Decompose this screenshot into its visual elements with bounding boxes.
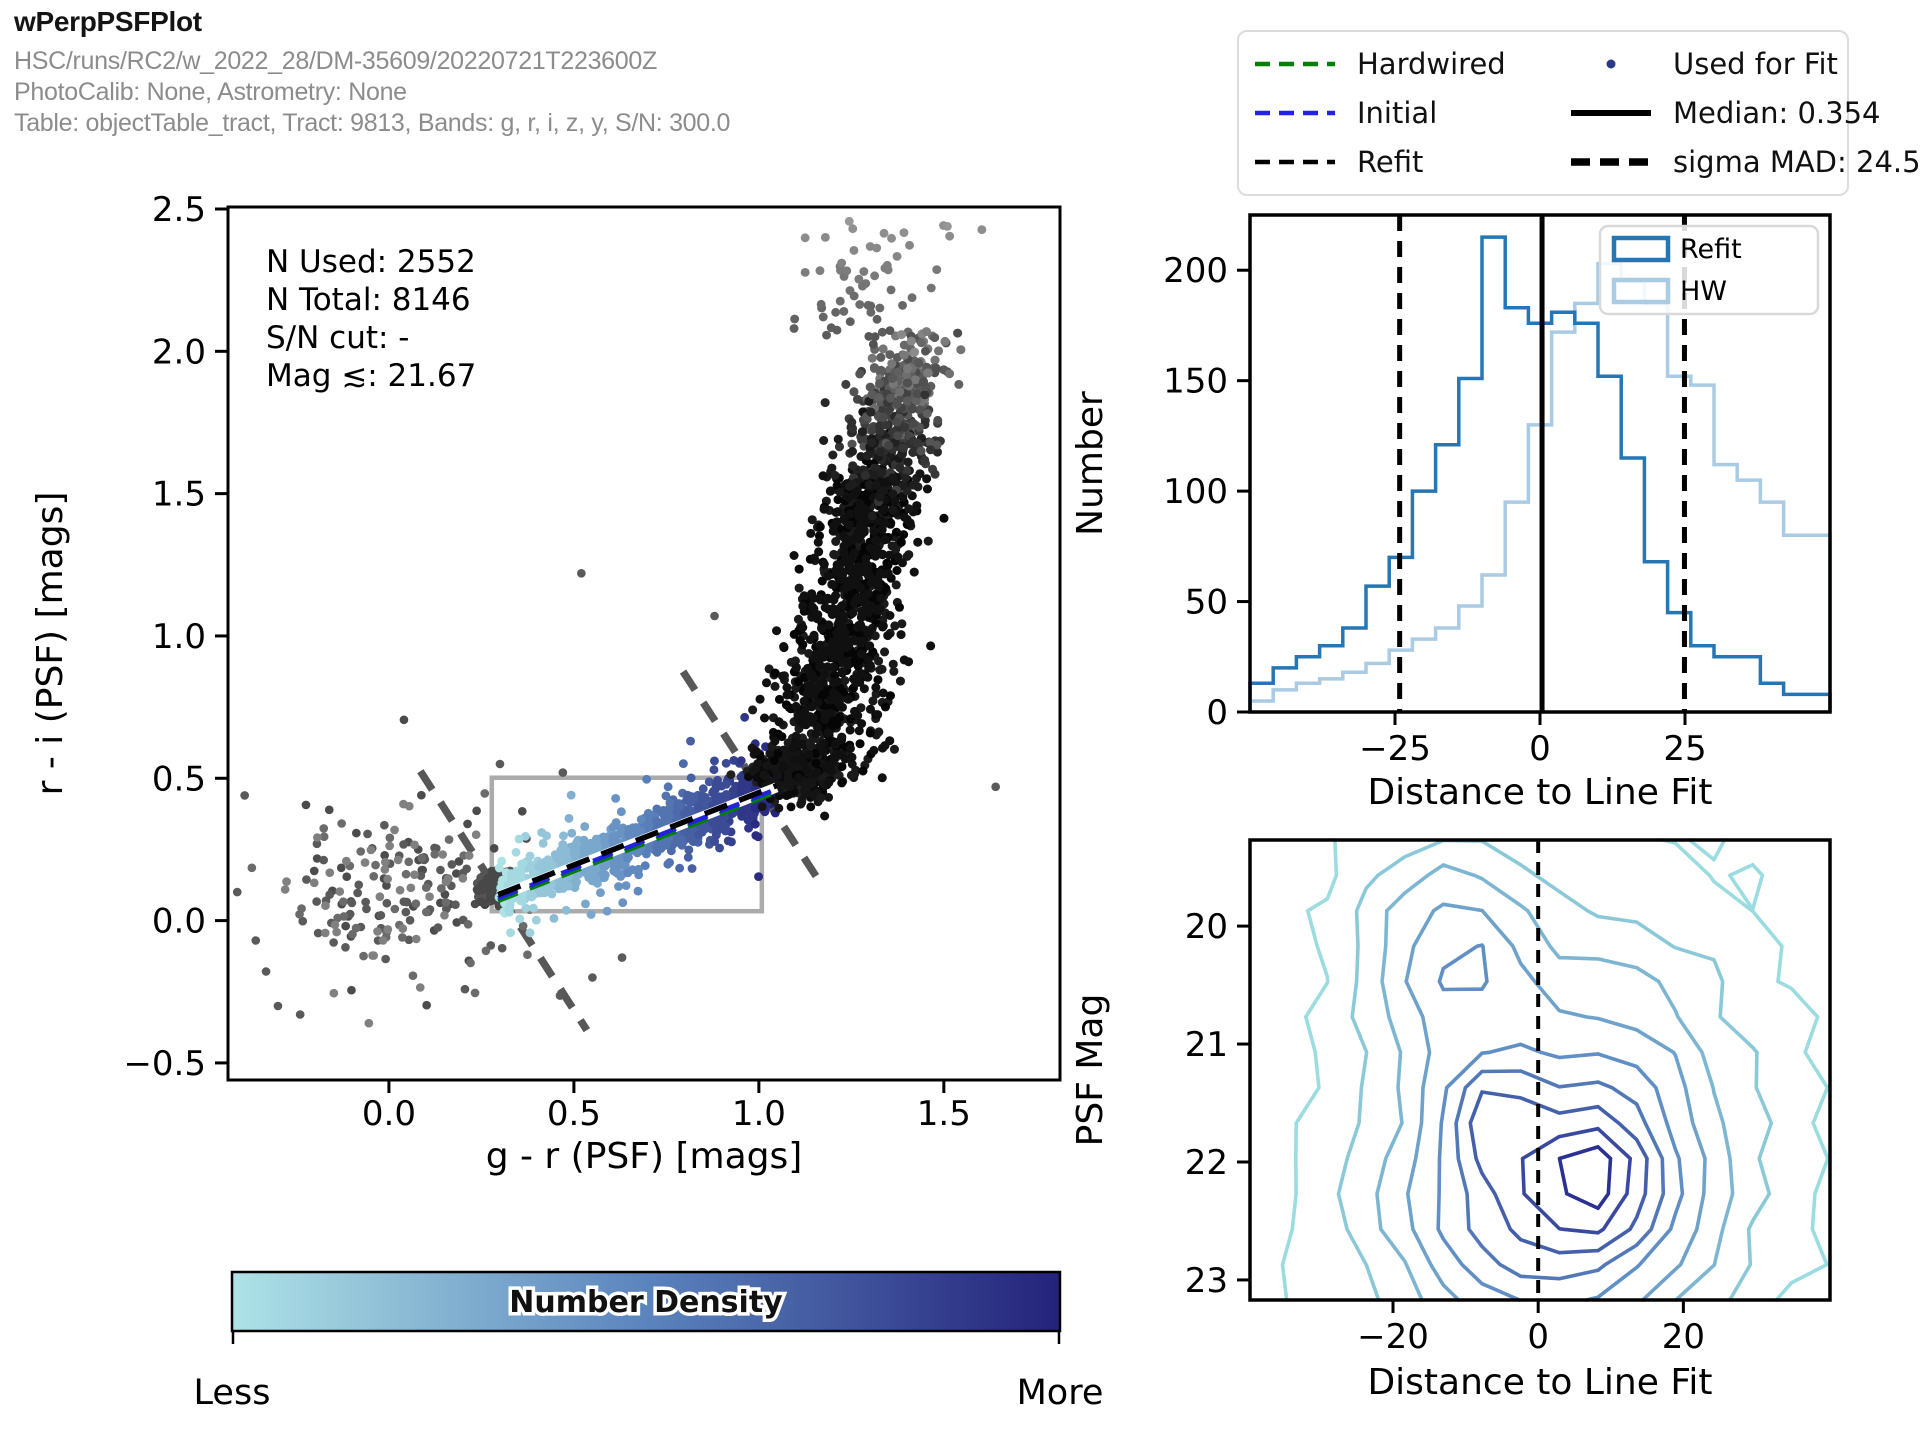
svg-text:−0.5: −0.5 bbox=[123, 1044, 206, 1084]
svg-text:1.0: 1.0 bbox=[732, 1094, 786, 1134]
svg-text:−20: −20 bbox=[1357, 1317, 1429, 1357]
hardwired-line-icon bbox=[1255, 62, 1335, 67]
svg-text:N Total: 8146: N Total: 8146 bbox=[266, 282, 471, 318]
legend-label-sigma-mad: sigma MAD: 24.551 bbox=[1673, 144, 1920, 179]
psfmag-contour-plot bbox=[1280, 838, 1830, 1302]
svg-text:More: More bbox=[1017, 1373, 1104, 1413]
svg-text:0.5: 0.5 bbox=[547, 1094, 601, 1134]
svg-text:0: 0 bbox=[1527, 1317, 1549, 1357]
svg-text:g - r (PSF) [mags]: g - r (PSF) [mags] bbox=[486, 1136, 803, 1177]
plot-subtitle-calib: PhotoCalib: None, Astrometry: None bbox=[14, 78, 407, 106]
initial-line-icon bbox=[1255, 110, 1335, 116]
svg-text:−25: −25 bbox=[1359, 729, 1431, 769]
legend-label-initial: Initial bbox=[1357, 95, 1438, 130]
svg-text:22: 22 bbox=[1185, 1143, 1228, 1183]
refit-line-icon bbox=[1255, 159, 1335, 164]
svg-text:Distance to Line Fit: Distance to Line Fit bbox=[1367, 1362, 1712, 1403]
svg-text:100: 100 bbox=[1163, 472, 1228, 512]
legend-label-used-for-fit: Used for Fit bbox=[1673, 47, 1838, 82]
legend-label-hardwired: Hardwired bbox=[1357, 47, 1506, 82]
svg-text:0: 0 bbox=[1529, 729, 1551, 769]
svg-text:25: 25 bbox=[1663, 729, 1706, 769]
svg-text:20: 20 bbox=[1185, 907, 1228, 947]
svg-text:1.5: 1.5 bbox=[152, 475, 206, 515]
svg-text:2.5: 2.5 bbox=[152, 190, 206, 230]
svg-text:Mag ≲: 21.67: Mag ≲: 21.67 bbox=[266, 358, 476, 394]
svg-text:21: 21 bbox=[1185, 1025, 1228, 1065]
svg-text:PSF Mag: PSF Mag bbox=[1070, 994, 1111, 1147]
svg-text:Distance to Line Fit: Distance to Line Fit bbox=[1367, 772, 1712, 813]
svg-text:S/N cut: -: S/N cut: - bbox=[266, 320, 410, 356]
svg-text:0.0: 0.0 bbox=[362, 1094, 416, 1134]
fit-lines bbox=[496, 782, 779, 904]
svg-text:0: 0 bbox=[1206, 693, 1228, 733]
plot-subtitle-table: Table: objectTable_tract, Tract: 9813, B… bbox=[14, 109, 731, 137]
contour-axes: −20 0 20 20 21 22 23 Distance to Line Fit PSF Ma… bbox=[1070, 838, 1832, 1403]
legend-label-median: Median: 0.354 bbox=[1673, 95, 1881, 130]
plot-subtitle-run: HSC/runs/RC2/w_2022_28/DM-35609/20220721… bbox=[14, 47, 657, 75]
histogram-axes: −25 0 25 0 50 100 150 200 Distance to Line Fit Nu… bbox=[1070, 213, 1832, 813]
svg-text:50: 50 bbox=[1185, 583, 1228, 623]
color-color-axes: 0.0 0.5 1.0 1.5 −0.5 0.0 0.5 1.0 1.5 2.0 2.5 g - r … bbox=[30, 190, 1062, 1177]
svg-text:Number: Number bbox=[1070, 391, 1111, 536]
fit-legend: Hardwired Used for Fit Initial Median: 0… bbox=[1237, 30, 1920, 196]
plot-title: wPerpPSFPlot bbox=[14, 6, 202, 37]
svg-text:Less: Less bbox=[194, 1373, 271, 1413]
svg-text:150: 150 bbox=[1163, 362, 1228, 402]
used-for-fit-dot-icon bbox=[1606, 59, 1616, 69]
svg-text:0.0: 0.0 bbox=[152, 902, 206, 942]
histogram-legend: Refit HW bbox=[1598, 224, 1820, 316]
svg-text:HW: HW bbox=[1680, 276, 1727, 307]
svg-text:23: 23 bbox=[1185, 1261, 1228, 1301]
svg-text:r - i (PSF) [mags]: r - i (PSF) [mags] bbox=[30, 492, 71, 796]
median-line-icon bbox=[1571, 109, 1651, 116]
selection-box-layer bbox=[489, 775, 765, 914]
svg-text:1.0: 1.0 bbox=[152, 617, 206, 657]
svg-text:20: 20 bbox=[1662, 1317, 1705, 1357]
number-density-colorbar: Number Density Less More bbox=[194, 1270, 1104, 1413]
svg-text:200: 200 bbox=[1163, 251, 1228, 291]
sigma-mad-line-icon bbox=[1571, 157, 1651, 166]
svg-text:N Used: 2552: N Used: 2552 bbox=[266, 244, 476, 280]
svg-text:2.0: 2.0 bbox=[152, 332, 206, 372]
svg-text:Refit: Refit bbox=[1680, 234, 1742, 265]
svg-text:1.5: 1.5 bbox=[917, 1094, 971, 1134]
legend-label-refit: Refit bbox=[1357, 144, 1424, 179]
svg-text:0.5: 0.5 bbox=[152, 759, 206, 799]
svg-text:Number Density: Number Density bbox=[509, 1285, 783, 1320]
